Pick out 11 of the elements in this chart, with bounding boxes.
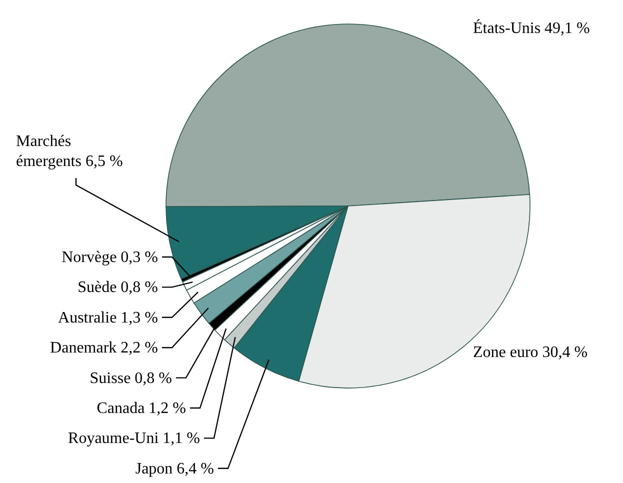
slice-label: Royaume-Uni 1,1 % <box>68 430 200 448</box>
slice-label: Japon 6,4 % <box>135 460 214 478</box>
slice-label: Canada 1,2 % <box>96 400 186 417</box>
slice-label: Zone euro 30,4 % <box>473 344 588 362</box>
slice-label: États-Unis 49,1 % <box>473 19 590 38</box>
slice-label: Danemark 2,2 % <box>50 340 158 357</box>
slice-label: Norvège 0,3 % <box>62 249 158 266</box>
slice-label: Suède 0,8 % <box>78 279 158 296</box>
slice-label: Australie 1,3 % <box>58 309 158 326</box>
slice-label: Suisse 0,8 % <box>90 370 172 387</box>
slice-label: Marchés émergents 6,5 % <box>16 133 123 170</box>
